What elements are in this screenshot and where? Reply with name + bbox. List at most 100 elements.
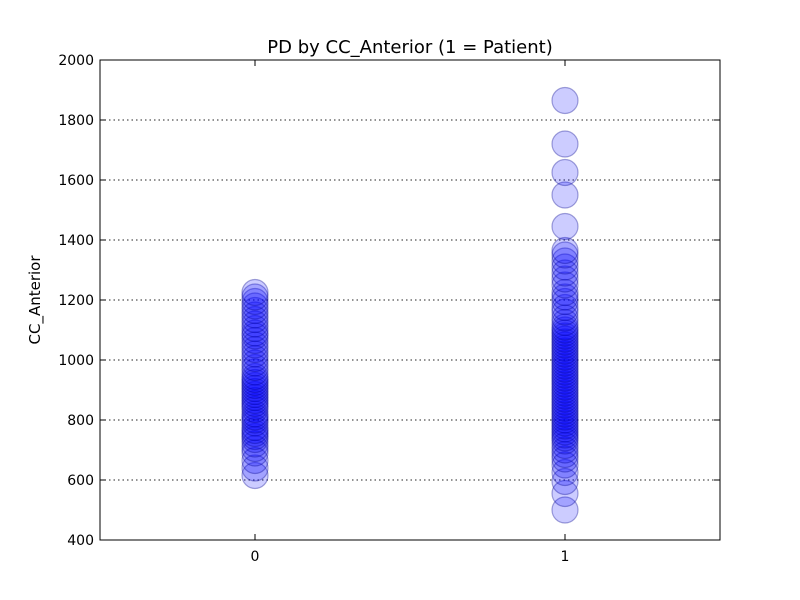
data-point-group-1 <box>551 376 579 404</box>
data-point-group-1 <box>551 379 579 407</box>
y-tick-labels: 400 600 800 1000 1200 1400 1600 1800 2000 <box>58 53 94 549</box>
data-point-group-1 <box>551 364 579 392</box>
data-point-group-1 <box>551 412 579 440</box>
data-point-group-1 <box>551 313 579 341</box>
data-point-group-0 <box>241 310 269 338</box>
data-point-group-1 <box>551 331 579 359</box>
data-point-group-0 <box>241 400 269 428</box>
y-axis-label: CC_Anterior <box>26 255 45 345</box>
data-point-group-0 <box>241 371 269 400</box>
y-tick-label: 1200 <box>58 293 94 309</box>
data-point-group-1 <box>551 130 579 158</box>
data-point-group-0 <box>241 392 269 421</box>
data-point-group-0 <box>241 406 269 434</box>
data-point-group-0 <box>241 322 269 350</box>
data-point-group-1 <box>551 445 579 473</box>
data-point-group-1 <box>551 421 579 449</box>
data-point-group-0 <box>241 383 269 412</box>
data-point-group-1 <box>551 340 579 368</box>
grid-lines <box>100 119 720 481</box>
data-point-group-1 <box>551 436 579 464</box>
data-point-group-0 <box>241 301 269 329</box>
axis-ticks <box>100 59 720 541</box>
data-point-group-1 <box>551 391 579 419</box>
data-point-group-1 <box>551 304 579 332</box>
data-point-group-1 <box>551 479 579 508</box>
data-point-group-1 <box>551 403 579 431</box>
data-point-group-1 <box>551 259 579 287</box>
data-point-group-1 <box>551 406 579 434</box>
data-point-group-1 <box>551 236 579 265</box>
data-point-group-1 <box>551 427 579 455</box>
data-point-group-1 <box>551 247 579 275</box>
data-point-group-0 <box>241 395 269 424</box>
data-point-group-0 <box>241 335 269 364</box>
y-tick-label: 2000 <box>58 53 94 69</box>
y-tick-label: 1000 <box>58 353 94 369</box>
data-point-group-0 <box>241 358 269 386</box>
data-point-group-0 <box>241 287 269 316</box>
data-point-group-0 <box>241 413 269 442</box>
y-tick-label: 1800 <box>58 113 94 129</box>
data-point-group-1 <box>551 451 579 479</box>
data-point-group-1 <box>551 440 579 469</box>
data-point-group-0 <box>241 326 269 355</box>
data-point-group-1 <box>551 322 579 350</box>
data-point-group-1 <box>551 349 579 377</box>
data-point-group-0 <box>241 314 269 343</box>
data-point-group-1 <box>551 397 579 425</box>
data-point-group-1 <box>551 308 579 337</box>
data-point-group-0 <box>241 296 269 325</box>
data-point-group-1 <box>551 458 579 487</box>
data-point-group-1 <box>551 334 579 362</box>
x-tick-label: 1 <box>561 549 570 565</box>
data-point-group-1 <box>551 346 579 374</box>
data-point-group-1 <box>551 328 579 356</box>
data-point-group-1 <box>551 316 579 344</box>
y-tick-label: 800 <box>67 413 94 429</box>
data-point-group-1 <box>551 287 579 316</box>
data-point-group-0 <box>241 368 269 397</box>
data-point-group-1 <box>551 265 579 293</box>
data-point-group-0 <box>241 409 269 437</box>
data-point-group-0 <box>241 292 269 320</box>
y-tick-label: 1400 <box>58 233 94 249</box>
data-point-group-1 <box>551 298 579 326</box>
data-point-group-1 <box>551 394 579 422</box>
data-point-group-1 <box>551 382 579 410</box>
data-point-group-1 <box>551 181 579 209</box>
data-point-group-1 <box>551 424 579 452</box>
y-tick-label: 600 <box>67 473 94 489</box>
data-point-group-1 <box>551 278 579 307</box>
chart-title: PD by CC_Anterior (1 = Patient) <box>267 37 552 58</box>
data-point-group-0 <box>241 377 269 406</box>
data-point-group-0 <box>241 434 269 463</box>
data-point-group-1 <box>551 496 579 524</box>
data-point-group-1 <box>551 400 579 428</box>
data-point-group-0 <box>241 374 269 403</box>
data-point-group-0 <box>241 422 269 451</box>
data-point-group-1 <box>551 271 579 299</box>
data-point-group-0 <box>241 278 269 307</box>
data-point-group-1 <box>551 355 579 383</box>
data-point-group-0 <box>241 305 269 334</box>
data-point-group-0 <box>241 319 269 347</box>
data-point-group-1 <box>551 283 579 311</box>
data-point-group-0 <box>241 419 269 448</box>
x-tick-label: 0 <box>251 549 260 565</box>
data-point-group-0 <box>241 446 269 475</box>
data-point-group-0 <box>241 416 269 445</box>
data-point-group-0 <box>241 331 269 359</box>
data-point-group-1 <box>551 293 579 322</box>
data-point-group-1 <box>551 431 579 460</box>
data-points <box>241 86 579 524</box>
data-point-group-0 <box>241 430 269 458</box>
data-point-group-0 <box>241 425 269 454</box>
data-point-group-0 <box>241 380 269 409</box>
data-point-group-0 <box>241 340 269 368</box>
data-point-group-1 <box>551 86 579 115</box>
data-point-group-1 <box>551 418 579 446</box>
